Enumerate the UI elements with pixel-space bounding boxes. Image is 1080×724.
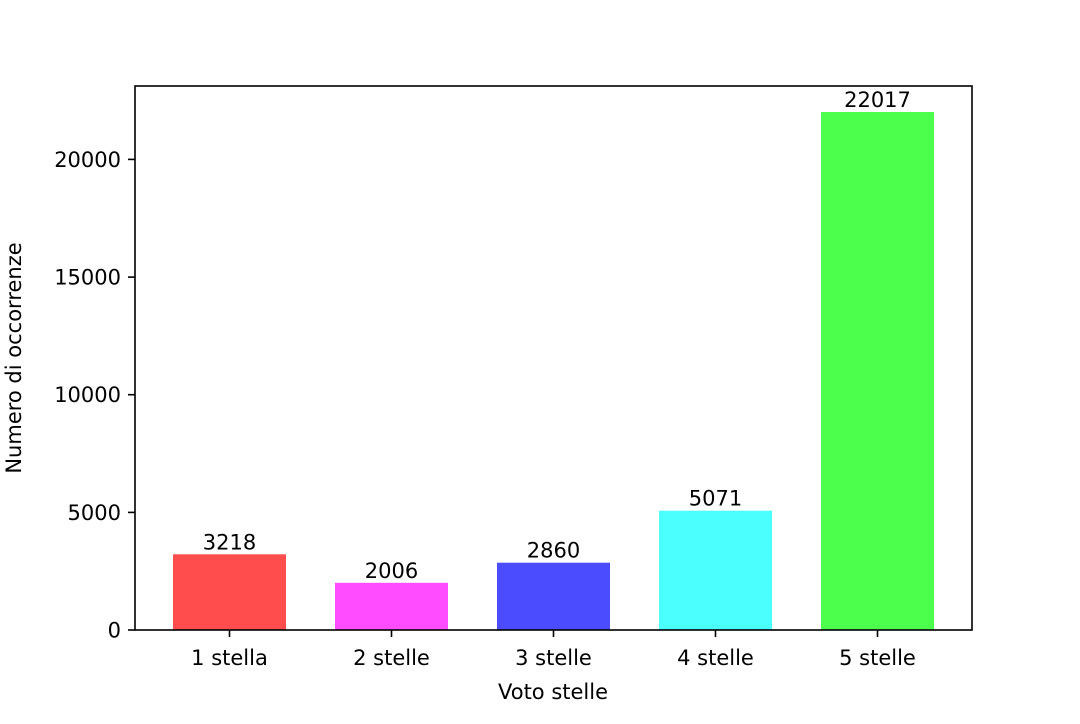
x-axis-ticks: 1 stella 2 stelle 3 stelle 4 stelle 5 stelle	[191, 630, 916, 670]
bars-layer	[173, 112, 934, 630]
y-tick-label-4: 15000	[54, 266, 121, 290]
x-tick-label-1: 1 stella	[191, 646, 268, 670]
bar-3	[497, 562, 610, 630]
x-tick-label-3: 3 stelle	[515, 646, 592, 670]
x-axis-title: Voto stelle	[498, 680, 608, 704]
bar-value-label-3: 2860	[527, 539, 580, 563]
bar-value-label-5: 22017	[844, 88, 911, 112]
x-tick-label-5: 5 stelle	[839, 646, 916, 670]
y-axis-ticks: 0 5000 10000 15000 20000	[54, 148, 135, 643]
y-axis-title: Numero di occorrenze	[2, 242, 26, 473]
bar-1	[173, 554, 286, 630]
y-tick-label-5: 20000	[54, 148, 121, 172]
y-tick-label-1: 0	[108, 619, 121, 643]
bar-value-label-1: 3218	[203, 530, 256, 554]
bar-2	[335, 582, 448, 630]
bar-value-label-2: 2006	[365, 559, 418, 583]
x-tick-label-2: 2 stelle	[353, 646, 430, 670]
y-tick-label-2: 5000	[68, 501, 121, 525]
x-tick-label-4: 4 stelle	[677, 646, 754, 670]
y-tick-label-3: 10000	[54, 383, 121, 407]
data-labels-layer: 3218 2006 2860 5071 22017	[203, 88, 911, 583]
bar-5	[821, 112, 934, 630]
bar-4	[659, 510, 772, 630]
bar-value-label-4: 5071	[689, 487, 742, 511]
